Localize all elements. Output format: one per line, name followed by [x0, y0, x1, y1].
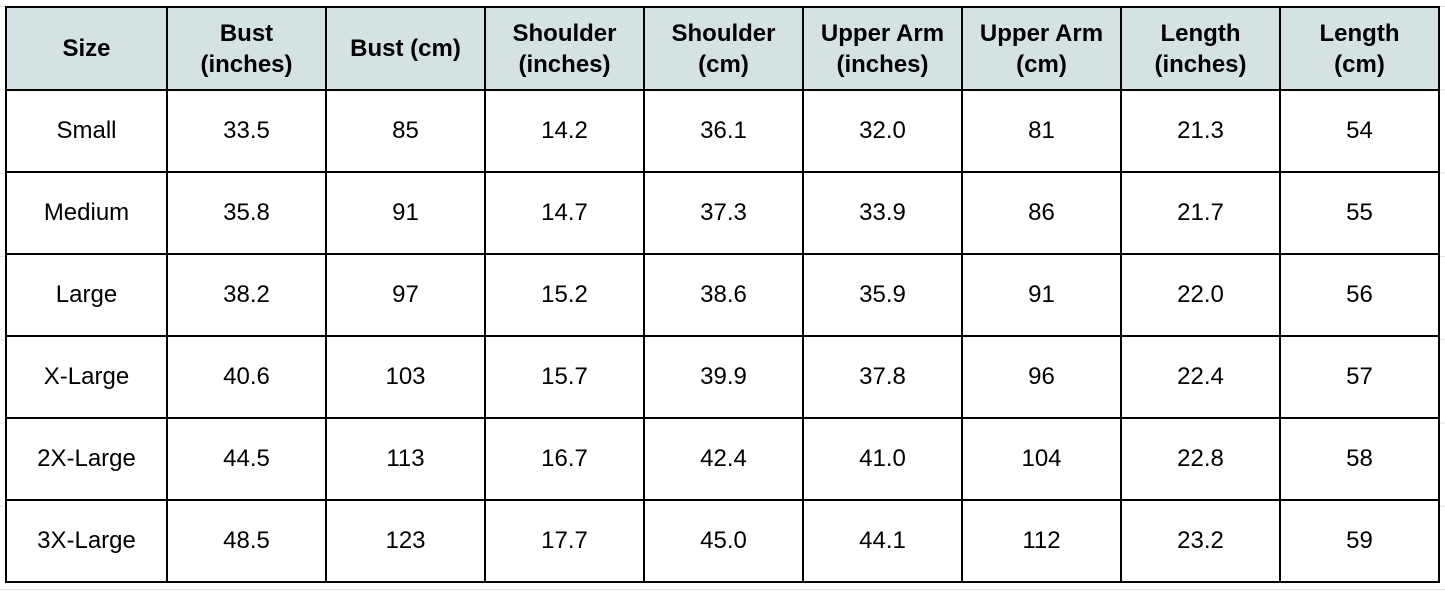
header-text: Bust (cm)	[350, 35, 461, 62]
measurement-cell: 22.0	[1120, 253, 1281, 337]
measurement-cell: 40.6	[166, 335, 327, 419]
data-row: Large 38.2 97 15.2 38.6 35.9 91 22.0 56	[5, 253, 1440, 337]
header-text: (cm)	[1016, 50, 1067, 78]
header-cell: Length (inches)	[1120, 6, 1281, 91]
measurement-cell: 36.1	[643, 89, 804, 173]
measurement-cell: 58	[1279, 417, 1440, 501]
measurement-cell: 33.5	[166, 89, 327, 173]
measurement-cell: 37.3	[643, 171, 804, 255]
header-row: Size Bust (inches) Bust (cm) Shoulder (inches…	[5, 6, 1440, 91]
measurement-cell: 44.5	[166, 417, 327, 501]
measurement-cell: 41.0	[802, 417, 963, 501]
measurement-cell: 55	[1279, 171, 1440, 255]
data-row: X-Large 40.6 103 15.7 39.9 37.8 96 22.4 57	[5, 335, 1440, 419]
header-text: (inches)	[200, 50, 293, 78]
header-cell: Length (cm)	[1279, 6, 1440, 91]
header-cell: Bust (cm)	[325, 6, 486, 91]
measurement-cell: 44.1	[802, 499, 963, 583]
header-text: (inches)	[1154, 50, 1247, 78]
header-text: (inches)	[836, 50, 929, 78]
header-text: (cm)	[698, 50, 749, 78]
header-cell: Shoulder (inches)	[484, 6, 645, 91]
header-text: (cm)	[1334, 50, 1385, 78]
measurement-cell: 23.2	[1120, 499, 1281, 583]
size-chart-table: Size Bust (inches) Bust (cm) Shoulder (inches…	[5, 6, 1440, 583]
measurement-cell: 21.3	[1120, 89, 1281, 173]
measurement-cell: 103	[325, 335, 486, 419]
measurement-cell: 54	[1279, 89, 1440, 173]
header-text: (inches)	[518, 50, 611, 78]
measurement-cell: 57	[1279, 335, 1440, 419]
measurement-cell: 96	[961, 335, 1122, 419]
data-row: 3X-Large 48.5 123 17.7 45.0 44.1 112 23.2 59	[5, 499, 1440, 583]
measurement-cell: 48.5	[166, 499, 327, 583]
measurement-cell: 16.7	[484, 417, 645, 501]
measurement-cell: 113	[325, 417, 486, 501]
measurement-cell: 123	[325, 499, 486, 583]
measurement-cell: 56	[1279, 253, 1440, 337]
measurement-cell: 33.9	[802, 171, 963, 255]
data-row: Medium 35.8 91 14.7 37.3 33.9 86 21.7 55	[5, 171, 1440, 255]
data-row: Small 33.5 85 14.2 36.1 32.0 81 21.3 54	[5, 89, 1440, 173]
measurement-cell: 104	[961, 417, 1122, 501]
measurement-cell: 14.2	[484, 89, 645, 173]
size-cell: 2X-Large	[5, 417, 168, 501]
measurement-cell: 22.8	[1120, 417, 1281, 501]
measurement-cell: 38.2	[166, 253, 327, 337]
measurement-cell: 45.0	[643, 499, 804, 583]
header-cell: Size	[5, 6, 168, 91]
measurement-cell: 86	[961, 171, 1122, 255]
measurement-cell: 35.9	[802, 253, 963, 337]
header-cell: Upper Arm (cm)	[961, 6, 1122, 91]
measurement-cell: 39.9	[643, 335, 804, 419]
header-text: Shoulder	[512, 19, 617, 47]
header-text: Upper Arm	[979, 19, 1104, 47]
measurement-cell: 22.4	[1120, 335, 1281, 419]
size-cell: X-Large	[5, 335, 168, 419]
measurement-cell: 59	[1279, 499, 1440, 583]
size-cell: Small	[5, 89, 168, 173]
measurement-cell: 42.4	[643, 417, 804, 501]
header-cell: Bust (inches)	[166, 6, 327, 91]
measurement-cell: 81	[961, 89, 1122, 173]
size-cell: 3X-Large	[5, 499, 168, 583]
measurement-cell: 91	[325, 171, 486, 255]
measurement-cell: 17.7	[484, 499, 645, 583]
header-text: Length	[1160, 19, 1241, 47]
header-text: Size	[62, 35, 111, 62]
size-cell: Medium	[5, 171, 168, 255]
measurement-cell: 15.2	[484, 253, 645, 337]
header-text: Length	[1319, 19, 1400, 47]
data-row: 2X-Large 44.5 113 16.7 42.4 41.0 104 22.8 58	[5, 417, 1440, 501]
size-cell: Large	[5, 253, 168, 337]
header-cell: Upper Arm (inches)	[802, 6, 963, 91]
header-text: Shoulder	[671, 19, 776, 47]
measurement-cell: 32.0	[802, 89, 963, 173]
measurement-cell: 38.6	[643, 253, 804, 337]
measurement-cell: 112	[961, 499, 1122, 583]
measurement-cell: 35.8	[166, 171, 327, 255]
header-cell: Shoulder (cm)	[643, 6, 804, 91]
header-text: Upper Arm	[820, 19, 945, 47]
header-text: Bust	[219, 19, 274, 47]
measurement-cell: 37.8	[802, 335, 963, 419]
measurement-cell: 91	[961, 253, 1122, 337]
measurement-cell: 15.7	[484, 335, 645, 419]
measurement-cell: 21.7	[1120, 171, 1281, 255]
measurement-cell: 85	[325, 89, 486, 173]
measurement-cell: 14.7	[484, 171, 645, 255]
measurement-cell: 97	[325, 253, 486, 337]
